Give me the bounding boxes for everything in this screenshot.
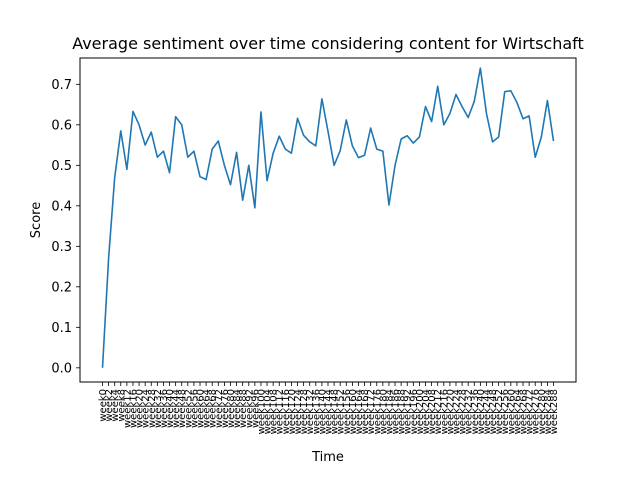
x-tick-label: week288	[549, 389, 560, 434]
x-tick-label: week236	[470, 389, 481, 434]
x-tick-label: week232	[464, 389, 475, 434]
x-tick-label: week64	[202, 389, 213, 428]
x-tick-label: week220	[445, 389, 456, 434]
x-tick-label: week56	[189, 389, 200, 428]
x-axis: week0week2week4week8week12week16week20we…	[98, 382, 560, 434]
x-tick-label: week0	[98, 389, 109, 422]
x-tick-label: week208	[427, 389, 438, 434]
y-tick-label: 0.0	[51, 361, 72, 376]
x-tick-label: week268	[519, 389, 530, 434]
x-tick-label: week24	[141, 389, 152, 428]
y-tick-label: 0.5	[51, 159, 72, 174]
x-tick-label: week2	[104, 389, 115, 422]
x-tick-label: week20	[135, 389, 146, 428]
x-tick-label: week36	[159, 389, 170, 428]
x-tick-label: week48	[177, 389, 188, 428]
x-tick-label: week180	[378, 389, 389, 434]
x-tick-label: week188	[397, 389, 408, 434]
x-tick-label: week200	[415, 389, 426, 434]
x-tick-label: week100	[256, 389, 267, 434]
y-tick-label: 0.2	[51, 280, 72, 295]
x-tick-label: week40	[165, 389, 176, 428]
x-tick-label: week8	[116, 389, 127, 422]
x-tick-label: week124	[293, 389, 304, 434]
x-tick-label: week68	[208, 389, 219, 428]
x-tick-label: week92	[244, 389, 255, 428]
x-tick-label: week256	[500, 389, 511, 434]
y-tick-label: 0.3	[51, 240, 72, 255]
y-axis-label: Score	[29, 202, 44, 238]
x-tick-label: week12	[122, 389, 133, 428]
x-tick-label: week252	[494, 389, 505, 434]
chart-title: Average sentiment over time considering …	[72, 34, 584, 53]
x-tick-label: week212	[433, 389, 444, 434]
x-tick-label: week72	[214, 389, 225, 428]
x-tick-label: week272	[525, 389, 536, 434]
series-line	[101, 67, 555, 368]
x-tick-label: week108	[269, 389, 280, 434]
x-tick-label: week160	[348, 389, 359, 434]
x-tick-label: week152	[336, 389, 347, 434]
x-tick-label: week264	[512, 389, 523, 434]
x-tick-label: week260	[506, 389, 517, 434]
x-tick-label: week164	[354, 389, 365, 434]
y-tick-label: 0.1	[51, 321, 72, 336]
x-tick-label: week184	[384, 389, 395, 434]
x-tick-label: week228	[458, 389, 469, 434]
x-tick-label: week116	[281, 389, 292, 434]
x-tick-label: week192	[403, 389, 414, 434]
y-tick-label: 0.7	[51, 78, 72, 93]
x-tick-label: week136	[311, 389, 322, 434]
x-tick-label: week96	[250, 389, 261, 428]
x-tick-label: week244	[482, 389, 493, 434]
x-tick-label: week280	[537, 389, 548, 434]
x-tick-label: week80	[226, 389, 237, 428]
x-tick-label: week120	[287, 389, 298, 434]
x-tick-label: week132	[305, 389, 316, 434]
x-tick-label: week240	[476, 389, 487, 434]
x-tick-label: week196	[409, 389, 420, 434]
x-tick-label: week44	[171, 389, 182, 428]
x-tick-label: week248	[488, 389, 499, 434]
x-tick-label: week186	[391, 389, 402, 434]
x-tick-label: week16	[128, 389, 139, 428]
x-tick-label: week88	[238, 389, 249, 428]
x-tick-label: week52	[183, 389, 194, 428]
x-tick-label: week204	[421, 389, 432, 434]
y-axis: 0.0 0.1 0.2 0.3 0.4 0.5 0.6 0.7	[51, 78, 80, 376]
x-axis-label: Time	[311, 450, 344, 465]
x-tick-label: week140	[317, 389, 328, 434]
x-tick-label: week104	[263, 389, 274, 434]
x-tick-label: week176	[372, 389, 383, 434]
x-tick-label: week128	[299, 389, 310, 434]
x-tick-label: week168	[360, 389, 371, 434]
x-tick-label: week60	[196, 389, 207, 428]
x-tick-label: week276	[531, 389, 542, 434]
y-tick-label: 0.6	[51, 118, 72, 133]
x-tick-label: week156	[342, 389, 353, 434]
x-tick-label: week76	[220, 389, 231, 428]
x-tick-label: week172	[366, 389, 377, 434]
x-tick-label: week144	[324, 389, 335, 434]
x-tick-label: week216	[439, 389, 450, 434]
x-tick-label: week284	[543, 389, 554, 434]
y-tick-label: 0.4	[51, 199, 72, 214]
x-tick-label: week28	[147, 389, 158, 428]
x-tick-label: week84	[232, 389, 243, 428]
x-tick-label: week4	[110, 389, 121, 422]
x-tick-label: week148	[330, 389, 341, 434]
x-tick-label: week32	[153, 389, 164, 428]
x-tick-label: week224	[451, 389, 462, 434]
plot-frame	[79, 57, 577, 383]
x-tick-label: week112	[275, 389, 286, 434]
